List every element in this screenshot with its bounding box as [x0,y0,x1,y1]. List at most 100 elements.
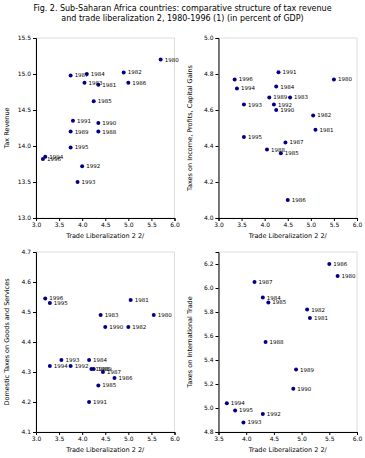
point [43,297,47,301]
y-tick-label: 5.4 [204,356,214,363]
y-tick: 4.6 [21,278,36,285]
y-tick-mark [33,402,36,403]
point-label: 1987 [289,139,303,145]
plot-frame [219,38,358,218]
y-axis: 4.14.24.34.44.54.64.7 [21,248,36,435]
point-labels: 1980199119961994198419891983199219931990… [239,69,353,203]
y-tick: 13.0 [18,214,36,221]
y-axis-line [33,253,37,433]
point-label: 1986 [132,80,146,86]
x-tick-label: 6.0 [170,221,180,228]
x-tick-label: 4.5 [101,221,111,228]
point [69,130,73,134]
point [152,313,156,317]
x-tick-label: 5.0 [307,221,317,228]
y-axis: 4.04.24.44.64.85.0 [204,34,219,221]
y-tick-mark [216,74,219,75]
point [69,145,73,149]
y-tick: 4.4 [204,142,219,149]
x-tick: 4.5 [270,432,280,442]
x-tick-label: 4.5 [101,435,111,442]
y-tick-mark [33,282,36,283]
point-label: 1984 [91,71,105,77]
point [96,130,100,134]
y-tick-mark [33,342,36,343]
y-tick: 15.5 [18,34,36,41]
point-label: 1995 [239,407,253,413]
y-tick: 14.5 [18,106,36,113]
y-tick: 6.0 [204,284,219,291]
y-tick-mark [216,312,219,313]
point-label: 1987 [75,72,89,78]
y-tick: 4.0 [204,214,219,221]
point [267,95,271,99]
x-tick: 4.0 [260,218,270,228]
y-tick-label: 4.4 [21,338,31,345]
x-axis-title: Trade Liberalization 2 2/ [248,232,328,240]
x-tick: 4.5 [101,218,111,228]
point-label: 1992 [86,163,100,169]
x-tick-label: 4.5 [270,435,280,442]
panel: 3.03.54.04.55.05.56.013.013.514.014.515.… [3,34,180,240]
y-tick-mark [33,74,36,75]
y-tick: 5.6 [204,332,219,339]
y-tick-mark [216,288,219,289]
y-tick-label: 4.3 [21,368,31,375]
point-label: 1980 [165,57,179,63]
point [294,368,298,372]
y-tick: 5.2 [204,380,219,387]
panel: 3.03.54.04.55.05.56.04.04.24.44.64.85.0T… [186,34,363,240]
y-tick-label: 5.8 [204,308,214,315]
point-label: 1985 [102,382,116,388]
point-label: 1991 [93,399,107,405]
point [277,70,281,74]
y-tick: 4.5 [21,308,36,315]
y-axis-title: Taxes on International Trade [186,296,194,389]
point-label: 1986 [118,375,132,381]
point [327,262,331,266]
x-tick: 5.5 [147,432,157,442]
y-tick-label: 13.0 [18,214,32,221]
x-tick: 4.0 [242,432,252,442]
y-tick-label: 4.4 [204,142,214,149]
point-label: 1980 [338,76,352,82]
x-axis: 3.03.54.04.55.05.56.0 [32,218,180,228]
point-label: 1995 [54,300,68,306]
point [336,274,340,278]
y-tick: 4.8 [204,428,219,435]
point [313,128,317,132]
y-tick-label: 4.2 [204,178,214,185]
y-tick-mark [216,384,219,385]
x-tick-label: 4.0 [242,435,252,442]
point-label: 1986 [333,261,347,267]
x-tick-label: 4.0 [78,435,88,442]
point [99,313,103,317]
point-label: 1993 [82,179,96,185]
point-label: 1985 [98,98,112,104]
y-tick-label: 15.5 [18,34,32,41]
point [274,85,278,89]
point-label: 1980 [158,312,172,318]
y-axis-title: Tax Revenue [3,107,11,149]
y-axis-line [216,39,220,219]
plot-frame [36,252,175,432]
x-axis: 3.03.54.04.55.05.56.0 [214,218,362,228]
point-label: 1992 [75,363,89,369]
point-label: 1992 [267,411,281,417]
y-tick: 4.6 [204,106,219,113]
y-tick-mark [216,264,219,265]
y-tick-label: 13.5 [18,178,32,185]
x-tick-label: 3.0 [32,435,42,442]
x-axis: 3.03.54.04.55.05.56.0 [32,432,180,442]
point [80,164,84,168]
point-label: 1980 [342,273,356,279]
x-tick: 3.0 [32,218,42,228]
point-label: 1985 [285,150,299,156]
point-label: 1987 [259,279,273,285]
point [288,95,292,99]
plot-frame [36,38,175,218]
point [291,387,295,391]
x-tick: 5.0 [124,218,134,228]
point-label: 1996 [47,156,61,162]
point [242,103,246,107]
